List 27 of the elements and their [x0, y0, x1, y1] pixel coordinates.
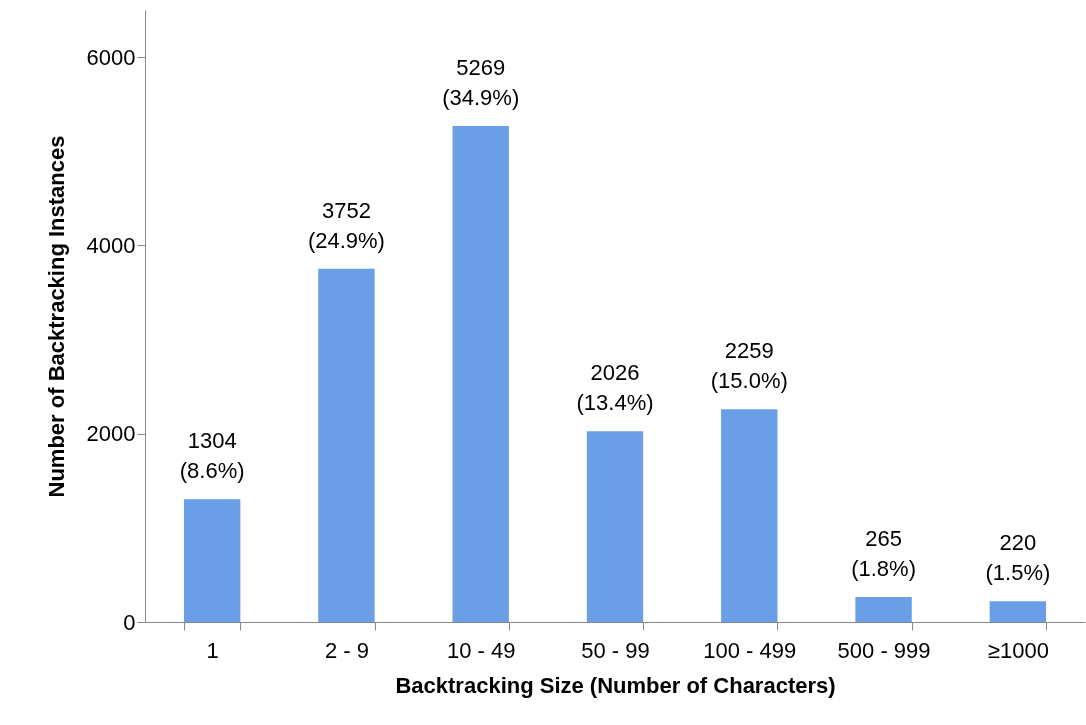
- y-tick-label: 6000: [86, 44, 136, 70]
- bar: [318, 268, 375, 622]
- x-tick-label: 500 - 999: [837, 637, 931, 663]
- x-tick-label: ≥1000: [987, 637, 1049, 663]
- bar: [855, 597, 912, 622]
- data-label: 265 (1.8%): [851, 526, 916, 582]
- bar: [586, 431, 644, 622]
- data-label: 2026 (13.4%): [576, 360, 654, 416]
- x-tick-label: 2 - 9: [324, 637, 369, 663]
- data-label: 2259 (15.0%): [710, 338, 788, 394]
- bar: [183, 499, 241, 622]
- x-tick-label: 10 - 49: [446, 637, 516, 663]
- data-label: 5269 (34.9%): [442, 54, 520, 110]
- y-tick-label: 0: [123, 609, 136, 635]
- y-tick-label: 4000: [86, 232, 136, 258]
- bar: [989, 601, 1047, 622]
- data-label: 1304 (8.6%): [179, 428, 245, 484]
- y-tick-label: 2000: [86, 421, 136, 447]
- data-label: 3752 (24.9%): [307, 197, 385, 253]
- bar: [452, 125, 509, 622]
- bar: [721, 409, 778, 622]
- data-label: 220 (1.5%): [985, 530, 1051, 586]
- x-tick-label: 1: [206, 637, 219, 663]
- y-axis-title: Number of Backtracking Instances: [43, 135, 69, 498]
- x-axis-title: Backtracking Size (Number of Characters): [395, 672, 836, 698]
- x-tick-label: 100 - 499: [703, 637, 797, 663]
- x-tick-label: 50 - 99: [581, 637, 650, 663]
